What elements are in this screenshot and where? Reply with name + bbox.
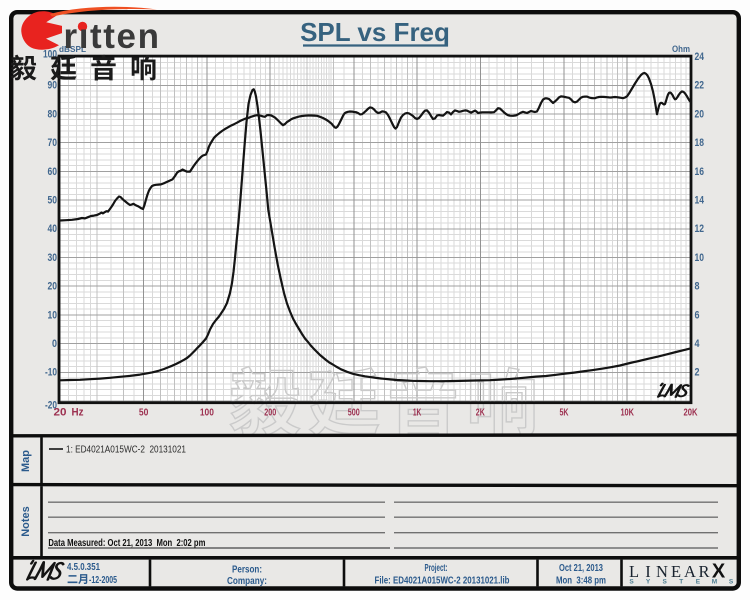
- svg-text:30: 30: [48, 252, 58, 264]
- svg-text:-12-2005: -12-2005: [89, 575, 117, 586]
- svg-text:14: 14: [695, 195, 705, 207]
- svg-text:A: A: [684, 562, 696, 581]
- svg-text:Hz: Hz: [72, 407, 84, 419]
- svg-text:100: 100: [200, 408, 214, 419]
- svg-text:M: M: [712, 579, 717, 586]
- svg-text:20: 20: [54, 407, 67, 419]
- svg-text:Mon 3:48 pm: Mon 3:48 pm: [556, 576, 606, 587]
- svg-text:I: I: [645, 562, 651, 581]
- svg-text:S: S: [629, 579, 634, 586]
- svg-text:10: 10: [695, 252, 705, 264]
- svg-text:Y: Y: [646, 579, 651, 586]
- svg-text:500: 500: [348, 408, 360, 419]
- svg-text:L: L: [629, 562, 639, 581]
- svg-text:6: 6: [695, 309, 700, 321]
- svg-text:10: 10: [48, 309, 58, 321]
- svg-text:Company:: Company:: [227, 576, 267, 587]
- svg-text:R: R: [698, 562, 709, 581]
- svg-text:X: X: [712, 561, 726, 583]
- svg-text:60: 60: [48, 166, 58, 178]
- svg-text:E: E: [696, 579, 701, 586]
- svg-text:SPL vs Freq: SPL vs Freq: [300, 17, 450, 47]
- svg-text:50: 50: [139, 408, 149, 419]
- svg-text:4: 4: [695, 338, 701, 350]
- svg-text:Oct 21, 2013: Oct 21, 2013: [559, 563, 603, 574]
- svg-text:S: S: [729, 579, 734, 586]
- svg-text:E: E: [671, 562, 681, 581]
- svg-text:Map: Map: [20, 450, 32, 472]
- svg-text:N: N: [656, 562, 668, 581]
- svg-text:2: 2: [695, 367, 700, 379]
- svg-text:0: 0: [52, 338, 57, 350]
- svg-text:1K: 1K: [413, 408, 422, 419]
- svg-text:50: 50: [48, 195, 58, 207]
- svg-text:24: 24: [695, 51, 705, 63]
- svg-text:40: 40: [48, 223, 58, 235]
- svg-text:rıtten: rıtten: [64, 17, 161, 56]
- svg-text:12: 12: [695, 223, 705, 235]
- svg-text:-20: -20: [45, 400, 57, 412]
- svg-text:4.5.0.351: 4.5.0.351: [67, 562, 100, 573]
- svg-text:File: ED4021A015WC-2 20131021.: File: ED4021A015WC-2 20131021.lib: [375, 576, 510, 587]
- svg-text:T: T: [679, 579, 683, 586]
- svg-text:8: 8: [695, 281, 700, 293]
- svg-text:18: 18: [695, 137, 705, 149]
- svg-text:S: S: [663, 579, 668, 586]
- svg-text:5K: 5K: [560, 408, 570, 419]
- svg-text:20: 20: [48, 281, 58, 293]
- svg-text:Data Measured: Oct 21, 2013 M: Data Measured: Oct 21, 2013 Mon 2:02 pm: [48, 538, 205, 549]
- svg-text:-10: -10: [45, 367, 57, 379]
- svg-text:20: 20: [695, 108, 705, 120]
- svg-text:70: 70: [48, 137, 58, 149]
- svg-text:Person:: Person:: [232, 565, 262, 576]
- svg-text:200: 200: [264, 408, 276, 419]
- svg-text:Project:: Project:: [425, 563, 448, 574]
- svg-text:2K: 2K: [476, 408, 486, 419]
- svg-text:20K: 20K: [684, 408, 699, 419]
- svg-text:80: 80: [48, 108, 58, 120]
- svg-text:90: 90: [48, 80, 58, 92]
- svg-text:dBSPL: dBSPL: [59, 44, 86, 54]
- svg-text:Notes: Notes: [20, 506, 32, 537]
- svg-text:Ohm: Ohm: [672, 44, 690, 55]
- svg-text:16: 16: [695, 166, 705, 178]
- svg-text:22: 22: [695, 80, 705, 92]
- svg-text:10K: 10K: [620, 408, 634, 419]
- svg-text:1: ED4021A015WC-2 20131021: 1: ED4021A015WC-2 20131021: [66, 445, 186, 456]
